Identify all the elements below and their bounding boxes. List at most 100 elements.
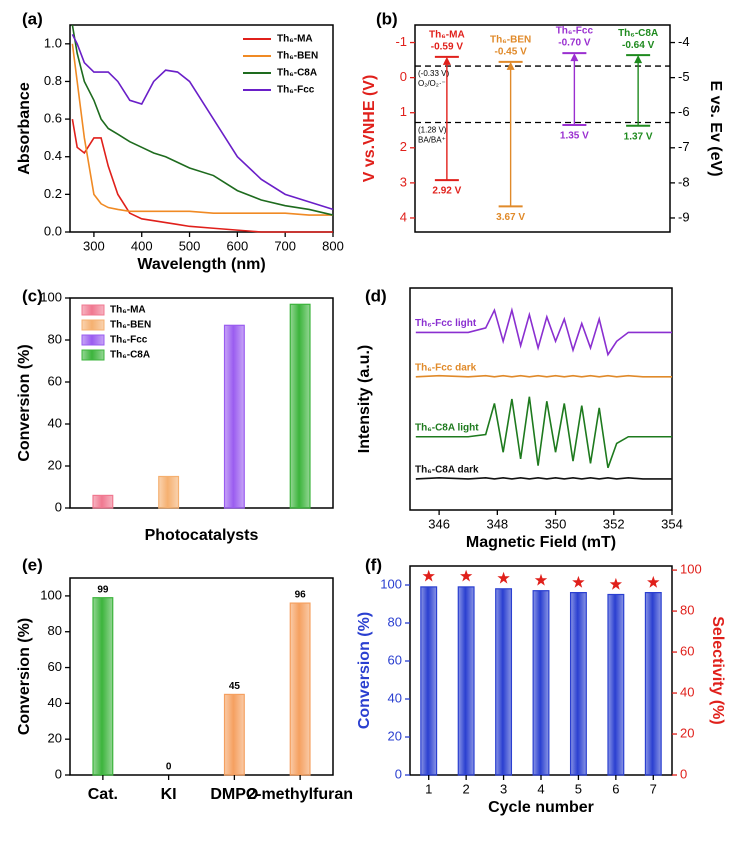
cb-label: -0.59 V	[431, 42, 464, 53]
y-tick-label: 1.0	[44, 35, 62, 50]
reference-label: (1.28 V)	[418, 126, 447, 135]
y-tick-label: 0	[395, 766, 402, 781]
y2-tick-label: -4	[678, 34, 690, 49]
y-tick-label: 80	[48, 623, 62, 638]
y-tick-label: 0	[400, 69, 407, 84]
y-tick-label: 80	[48, 331, 62, 346]
x-tick-label: 2-methylfuran	[247, 786, 353, 803]
x-tick-label: 348	[486, 516, 508, 531]
y-tick-label: 20	[388, 728, 402, 743]
legend-label: Th₆-BEN	[110, 320, 151, 331]
x-tick-label: DMPO	[210, 786, 258, 803]
y-tick-label: 60	[48, 373, 62, 388]
y2-tick-label: 20	[680, 725, 694, 740]
y2-tick-label: 40	[680, 684, 694, 699]
x-axis-label: Cycle number	[488, 799, 594, 816]
bar	[223, 324, 245, 509]
trace-label: Th₆-Fcc light	[415, 318, 477, 329]
y2-tick-label: -6	[678, 104, 690, 119]
bar	[289, 602, 311, 776]
bar	[532, 590, 550, 776]
x-tick-label: 800	[322, 238, 344, 253]
value-label: 0	[166, 762, 172, 773]
cb-label: -0.70 V	[558, 38, 591, 49]
x-tick-label: 7	[650, 781, 657, 796]
y-tick-label: 3	[400, 174, 407, 189]
y-tick-label: 0	[55, 766, 62, 781]
y-tick-label: 100	[40, 289, 62, 304]
catalyst-name: Th₆-Fcc	[556, 26, 594, 37]
bar	[644, 591, 662, 776]
y-axis-label: Intensity (a.u.)	[356, 345, 373, 453]
y-tick-label: 100	[40, 587, 62, 602]
plot-frame	[414, 24, 671, 233]
legend-label: Th₆-C8A	[110, 350, 150, 361]
catalyst-name: Th₆-C8A	[618, 28, 658, 39]
y-tick-label: 40	[388, 690, 402, 705]
y2-axis-label: Selectivity (%)	[709, 616, 726, 724]
plot-frame	[69, 297, 334, 509]
legend-label: Th₆-MA	[110, 305, 146, 316]
x-tick-label: 500	[179, 238, 201, 253]
y-tick-label: 0.6	[44, 111, 62, 126]
trace-label: Th₆-Fcc dark	[415, 362, 477, 373]
value-label: 99	[97, 584, 109, 595]
y2-tick-label: -7	[678, 139, 690, 154]
y-tick-label: 40	[48, 695, 62, 710]
legend-label: Th₆-Fcc	[110, 335, 148, 346]
x-tick-label: KI	[161, 786, 177, 803]
y-tick-label: 100	[380, 576, 402, 591]
legend-swatch	[81, 349, 105, 361]
vb-label: 1.35 V	[560, 131, 589, 142]
panel-label: (b)	[376, 9, 398, 28]
bar	[92, 597, 114, 776]
bar	[495, 588, 513, 776]
reference-couple: O₂/O₂·⁻	[418, 79, 446, 88]
x-tick-label: 3	[500, 781, 507, 796]
star-marker	[497, 571, 510, 584]
trace-label: Th₆-C8A dark	[415, 465, 479, 476]
arrow-head	[442, 56, 451, 65]
x-tick-label: 1	[425, 781, 432, 796]
x-axis-label: Magnetic Field (mT)	[466, 534, 616, 551]
y2-axis-label: E vs. Ev (eV)	[707, 80, 724, 176]
legend-label: Th₆-BEN	[277, 51, 318, 62]
panel-label: (a)	[22, 9, 43, 28]
legend-swatch	[81, 319, 105, 331]
y-axis-label: Absorbance	[16, 82, 33, 175]
arrow-head	[570, 53, 579, 62]
y2-tick-label: -8	[678, 174, 690, 189]
y2-tick-label: -5	[678, 69, 690, 84]
x-tick-label: 700	[274, 238, 296, 253]
x-tick-label: 346	[428, 516, 450, 531]
cb-label: -0.45 V	[495, 46, 528, 57]
bar	[420, 586, 438, 776]
x-tick-label: 354	[661, 516, 683, 531]
reference-couple: BA/BA⁺	[418, 136, 446, 145]
x-tick-label: 350	[545, 516, 567, 531]
y-tick-label: 2	[400, 139, 407, 154]
x-tick-label: 4	[537, 781, 544, 796]
trace-label: Th₆-C8A light	[415, 422, 479, 433]
x-tick-label: 600	[227, 238, 249, 253]
bar	[569, 591, 587, 776]
y-tick-label: 80	[388, 614, 402, 629]
catalyst-name: Th₆-MA	[429, 30, 465, 41]
plot-frame	[69, 24, 334, 233]
bar	[223, 693, 245, 776]
bar	[457, 586, 475, 776]
reference-label: (-0.33 V)	[418, 69, 449, 78]
y-tick-label: 20	[48, 731, 62, 746]
y-axis-label: Conversion (%)	[16, 618, 33, 735]
data-line	[415, 477, 672, 480]
data-line	[71, 118, 333, 233]
value-label: 45	[229, 681, 241, 692]
panel-label: (e)	[22, 555, 43, 574]
cb-label: -0.64 V	[622, 40, 655, 51]
panel-label: (d)	[365, 286, 387, 305]
panel-label: (c)	[22, 286, 43, 305]
bar	[158, 475, 180, 509]
y2-tick-label: 80	[680, 603, 694, 618]
bar	[92, 494, 114, 509]
